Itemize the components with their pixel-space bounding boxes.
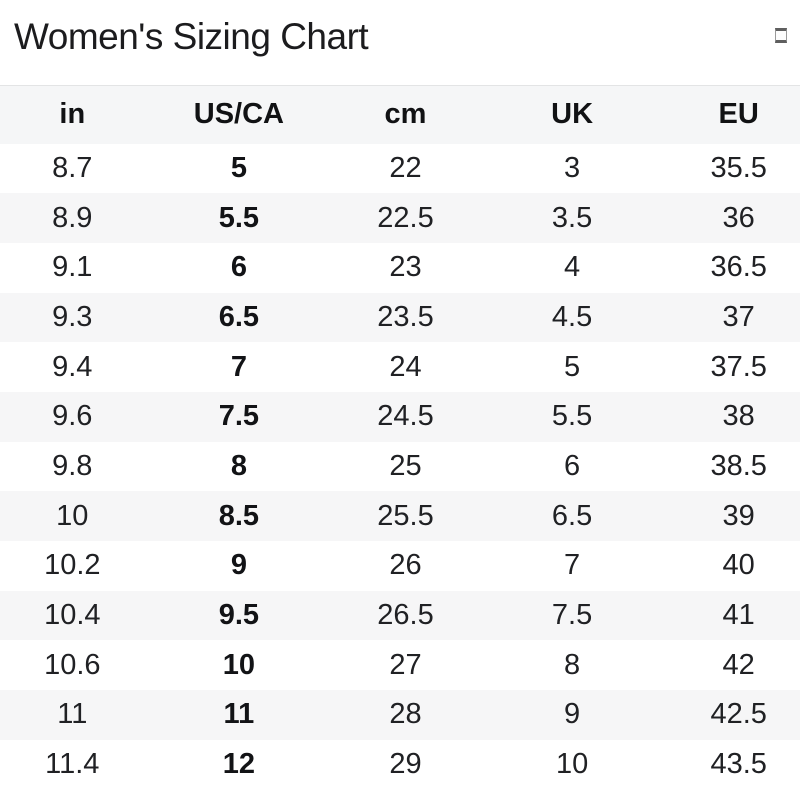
cell-cm: 29 (389, 748, 422, 781)
table-row: 9.1 6 23 4 36.5 (0, 243, 800, 293)
table-row: 11 11 28 9 42.5 (0, 690, 800, 740)
cell-us-ca: 12 (222, 748, 256, 781)
cell-eu: 36 (722, 201, 755, 234)
cell-eu: 36.5 (710, 251, 767, 284)
column-header-us-ca: US/CA (155, 85, 323, 144)
cell-eu: 41 (722, 599, 755, 632)
cell-in: 9.3 (52, 300, 93, 333)
cell-cm: 23.5 (377, 300, 434, 333)
column-header-in: in (0, 85, 156, 144)
cell-eu: 35.5 (710, 151, 767, 184)
table-row: 9.3 6.5 23.5 4.5 37 (0, 292, 800, 343)
sizing-chart-header: in US/CA cm UK EU (0, 85, 800, 144)
cell-us-ca: 6 (230, 251, 247, 284)
cell-us-ca: 10 (222, 648, 256, 681)
cell-eu: 39 (722, 499, 755, 532)
title-bar: Women's Sizing Chart (0, 0, 800, 85)
cell-us-ca: 8.5 (218, 499, 260, 532)
cell-cm: 24 (389, 350, 422, 383)
cell-in: 10.2 (44, 549, 101, 582)
cell-uk: 5 (564, 350, 581, 383)
cell-in: 9.4 (52, 350, 93, 383)
cell-us-ca: 11 (223, 698, 255, 731)
cell-us-ca: 9.5 (218, 599, 260, 632)
cell-in: 9.6 (52, 400, 93, 433)
cell-us-ca: 6.5 (218, 300, 260, 333)
cell-in: 10.6 (44, 648, 101, 681)
cell-in: 11.4 (45, 748, 100, 781)
cell-us-ca: 9 (230, 549, 247, 582)
cell-us-ca: 7 (230, 350, 247, 383)
cell-cm: 27 (389, 648, 422, 681)
cell-in: 8.9 (52, 201, 93, 234)
cell-in: 10 (56, 499, 89, 532)
cell-in: 9.8 (52, 449, 93, 482)
cell-cm: 23 (389, 251, 422, 284)
page-title: Women's Sizing Chart (14, 16, 369, 57)
cell-uk: 3.5 (551, 201, 593, 234)
table-row: 10 8.5 25.5 6.5 39 (0, 491, 800, 541)
cell-uk: 9 (564, 698, 581, 731)
cell-in: 8.7 (52, 151, 93, 184)
cell-cm: 26 (389, 549, 422, 582)
cell-eu: 37.5 (710, 350, 767, 383)
column-header-cm: cm (322, 85, 489, 144)
cell-uk: 8 (564, 648, 581, 681)
cell-uk: 5.5 (551, 400, 593, 433)
cell-cm: 25.5 (377, 499, 434, 532)
cell-cm: 26.5 (377, 599, 434, 632)
header-row: in US/CA cm UK EU (0, 85, 800, 144)
cell-eu: 43.5 (710, 748, 767, 781)
cell-uk: 4 (564, 251, 581, 284)
cell-in: 9.1 (52, 251, 93, 284)
cell-cm: 22 (389, 151, 422, 184)
table-row: 11.4 12 29 10 43.5 (0, 740, 800, 789)
cell-uk: 4.5 (551, 300, 593, 333)
column-header-uk: UK (488, 85, 656, 144)
cell-cm: 24.5 (377, 400, 434, 433)
cell-eu: 38.5 (710, 449, 767, 482)
cell-us-ca: 7.5 (218, 400, 260, 433)
cell-cm: 22.5 (377, 201, 434, 234)
cell-eu: 42 (722, 648, 755, 681)
cell-cm: 28 (389, 698, 422, 731)
cell-us-ca: 5 (230, 151, 247, 184)
cell-in: 11 (57, 698, 88, 731)
cell-us-ca: 5.5 (218, 201, 260, 234)
sizing-chart-table: in US/CA cm UK EU 8.7 5 22 3 35.5 8.9 5.5 22.5 3.5 36… (0, 85, 800, 789)
cell-uk: 6 (564, 449, 581, 482)
cell-uk: 7.5 (551, 599, 593, 632)
table-row: 10.6 10 27 8 42 (0, 640, 800, 690)
missing-glyph-icon (775, 28, 787, 43)
cell-in: 10.4 (44, 599, 101, 632)
cell-eu: 37 (722, 300, 755, 333)
table-row: 10.2 9 26 7 40 (0, 541, 800, 591)
cell-eu: 38 (722, 400, 755, 433)
cell-uk: 10 (555, 748, 589, 781)
column-header-eu: EU (655, 85, 800, 144)
cell-cm: 25 (389, 449, 422, 482)
table-row: 9.8 8 25 6 38.5 (0, 442, 800, 492)
cell-eu: 42.5 (710, 698, 767, 731)
table-row: 10.4 9.5 26.5 7.5 41 (0, 590, 800, 641)
table-row: 8.7 5 22 3 35.5 (0, 144, 800, 194)
table-row: 8.9 5.5 22.5 3.5 36 (0, 193, 800, 243)
sizing-chart-body: 8.7 5 22 3 35.5 8.9 5.5 22.5 3.5 36 9.1 6 23 4 36.5 9.3… (0, 144, 800, 789)
cell-us-ca: 8 (230, 449, 247, 482)
cell-eu: 40 (722, 549, 755, 582)
table-row: 9.4 7 24 5 37.5 (0, 342, 800, 392)
cell-uk: 7 (564, 549, 581, 582)
table-row: 9.6 7.5 24.5 5.5 38 (0, 391, 800, 442)
cell-uk: 3 (564, 151, 581, 184)
cell-uk: 6.5 (551, 499, 593, 532)
